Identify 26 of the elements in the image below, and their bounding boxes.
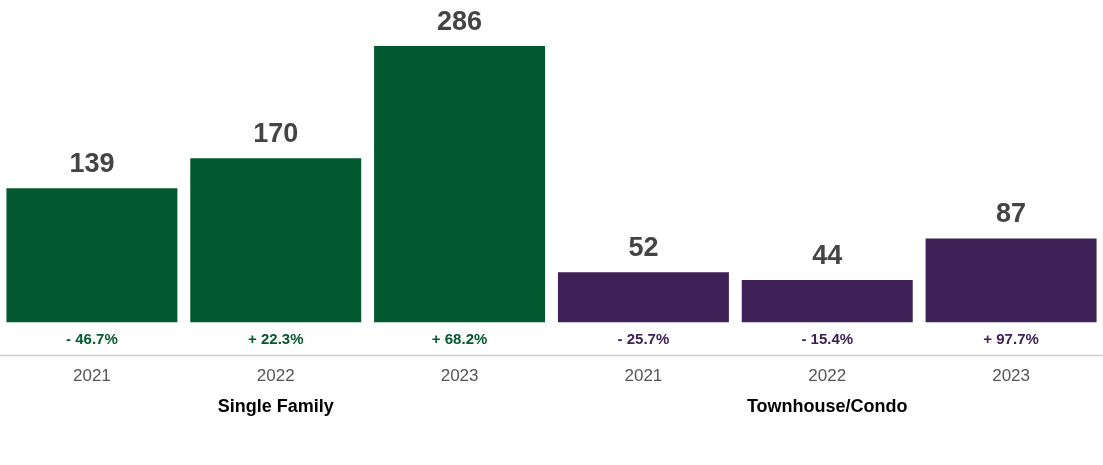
text: Townhouse/Condo <box>746 395 908 416</box>
x-tick-label: 2022 <box>256 366 295 386</box>
text: + 22.3% <box>248 329 304 347</box>
data-label: 286 <box>437 5 483 36</box>
x-tick-label: 2023 <box>440 366 479 386</box>
bar <box>557 272 729 323</box>
data-label: 87 <box>996 198 1027 229</box>
bar <box>925 238 1097 323</box>
x-tick-label: 2021 <box>624 366 663 386</box>
x-tick-label: 2023 <box>992 366 1030 386</box>
bar <box>6 188 178 323</box>
data-label: 139 <box>69 148 115 179</box>
bar <box>741 280 913 323</box>
text: - 15.4% <box>801 329 854 347</box>
bar <box>374 46 546 323</box>
text: + 68.2% <box>431 329 488 347</box>
data-label: 44 <box>812 240 843 270</box>
bar <box>190 158 362 323</box>
text: - 25.7% <box>617 329 670 347</box>
data-label: 52 <box>628 232 659 263</box>
x-tick-label: 2021 <box>73 366 111 386</box>
text: Single Family <box>217 395 334 416</box>
x-tick-label: 2022 <box>808 366 847 386</box>
text: + 97.7% <box>983 329 1039 347</box>
text: - 46.7% <box>66 329 118 347</box>
data-label: 170 <box>253 118 299 149</box>
